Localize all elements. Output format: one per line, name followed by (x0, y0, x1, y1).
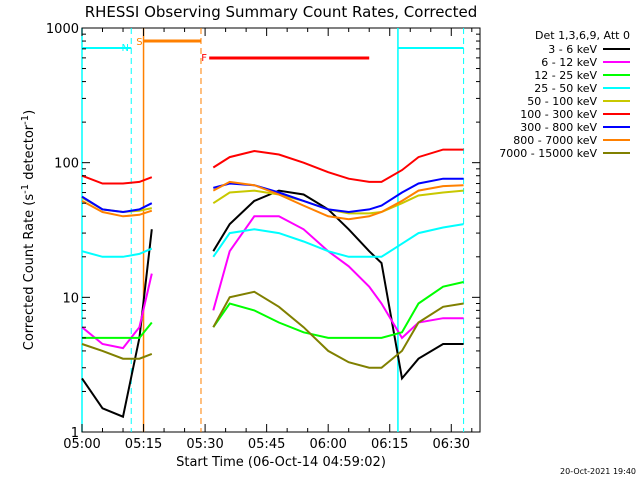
x-tick-label: 05:15 (125, 437, 162, 452)
timestamp: 20-Oct-2021 19:40 (560, 467, 636, 476)
series-line-5 (212, 148, 464, 183)
y-tick-label: 100 (54, 157, 79, 172)
series-line-8 (81, 343, 153, 360)
x-tick-label: 06:00 (309, 437, 346, 452)
series-line-5 (81, 174, 153, 185)
x-tick-label: 05:30 (186, 437, 223, 452)
legend-label: 25 - 50 keV (534, 82, 597, 95)
chart-title: RHESSI Observing Summary Count Rates, Co… (85, 3, 478, 21)
series-line-4 (212, 189, 464, 215)
x-tick-label: 06:30 (433, 437, 470, 452)
legend-label: 800 - 7000 keV (513, 134, 597, 147)
series-line-4 (81, 196, 153, 214)
series-line-7 (212, 180, 464, 221)
series-line-0 (212, 189, 464, 381)
x-tick-label: 05:45 (248, 437, 285, 452)
series-line-1 (212, 215, 464, 340)
x-tick-label: 06:15 (371, 437, 408, 452)
y-tick-label: 1000 (46, 22, 79, 37)
y-tick-label: 10 (62, 291, 79, 306)
y-axis-label: Corrected Count Rate (s-1 detector-1) (20, 110, 37, 350)
legend-label: 7000 - 15000 keV (499, 147, 597, 160)
legend-label: 100 - 300 keV (520, 108, 597, 121)
y-tick-label: 1 (71, 426, 79, 441)
legend-label: 50 - 100 keV (527, 95, 597, 108)
overlays: NS F (81, 28, 465, 432)
legend-label: 12 - 25 keV (534, 69, 597, 82)
x-tick-label: 05:00 (63, 437, 100, 452)
series-layer (81, 148, 464, 419)
legend-label: 300 - 800 keV (520, 121, 597, 134)
axes-layer: 05:00 05:15 05:30 05:45 06:00 06:15 06:30 1 10 10… (46, 22, 480, 452)
saa-flag-label: S (136, 37, 142, 48)
series-line-2 (212, 281, 464, 339)
x-axis-label: Start Time (06-Oct-14 04:59:02) (176, 455, 386, 470)
legend-label: 3 - 6 keV (548, 43, 597, 56)
series-line-2 (82, 321, 153, 339)
series-line-7 (81, 200, 153, 218)
series-line-0 (81, 229, 153, 419)
plot-frame (81, 27, 481, 433)
night-flag-label: N (121, 43, 128, 54)
series-line-3 (212, 223, 464, 258)
flare-flag-label: F (201, 53, 207, 64)
legend-header: Det 1,3,6,9, Att 0 (535, 29, 630, 42)
series-line-3 (81, 247, 153, 258)
legend-label: 6 - 12 keV (541, 56, 597, 69)
series-line-8 (212, 290, 464, 369)
series-line-6 (81, 195, 153, 214)
